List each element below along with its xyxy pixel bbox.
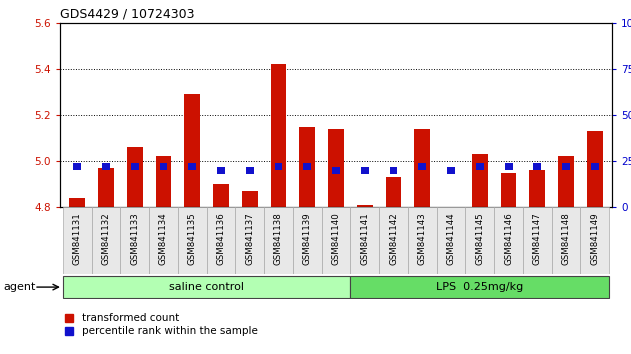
Bar [494, 207, 523, 274]
Bar [529, 170, 545, 207]
Bar [558, 156, 574, 207]
Bar [217, 167, 225, 174]
Bar [299, 126, 315, 207]
Bar [322, 207, 350, 274]
Bar [418, 163, 426, 170]
Bar [379, 207, 408, 274]
Bar [264, 207, 293, 274]
Text: GSM841141: GSM841141 [360, 212, 369, 265]
Bar [389, 167, 398, 174]
Bar [415, 129, 430, 207]
Bar [127, 147, 143, 207]
Bar [533, 163, 541, 170]
Text: GSM841137: GSM841137 [245, 212, 254, 265]
Text: GSM841140: GSM841140 [331, 212, 341, 265]
Bar [188, 163, 196, 170]
Text: GSM841131: GSM841131 [73, 212, 81, 265]
Bar [304, 163, 311, 170]
Bar [121, 207, 149, 274]
Bar [361, 167, 369, 174]
Bar [73, 163, 81, 170]
Bar [350, 276, 609, 298]
Bar [102, 163, 110, 170]
Bar [206, 207, 235, 274]
Bar [408, 207, 437, 274]
Text: GSM841138: GSM841138 [274, 212, 283, 265]
Text: agent: agent [3, 282, 35, 292]
Text: GSM841134: GSM841134 [159, 212, 168, 265]
Text: GSM841142: GSM841142 [389, 212, 398, 265]
Text: GSM841133: GSM841133 [130, 212, 139, 265]
Bar [551, 207, 581, 274]
Text: GSM841145: GSM841145 [475, 212, 484, 265]
Bar [505, 163, 512, 170]
Bar [350, 207, 379, 274]
Bar [466, 207, 494, 274]
Bar [591, 163, 599, 170]
Bar [472, 154, 488, 207]
Bar [500, 172, 516, 207]
Text: GSM841144: GSM841144 [447, 212, 456, 265]
Bar [447, 167, 455, 174]
Bar [293, 207, 322, 274]
Text: GSM841135: GSM841135 [188, 212, 197, 265]
Bar [437, 207, 466, 274]
Bar [156, 156, 172, 207]
Bar [357, 205, 373, 207]
Bar [328, 129, 344, 207]
Bar [587, 131, 603, 207]
Bar [271, 64, 286, 207]
Bar [91, 207, 121, 274]
Bar [274, 163, 283, 170]
Bar [131, 163, 139, 170]
Bar [242, 191, 257, 207]
Bar [562, 163, 570, 170]
Bar [332, 167, 340, 174]
Text: GSM841147: GSM841147 [533, 212, 542, 265]
Bar [178, 207, 206, 274]
Text: saline control: saline control [169, 282, 244, 292]
Bar [235, 207, 264, 274]
Bar [386, 177, 401, 207]
Text: GSM841136: GSM841136 [216, 212, 225, 265]
Text: LPS  0.25mg/kg: LPS 0.25mg/kg [436, 282, 524, 292]
Bar [246, 167, 254, 174]
Bar [476, 163, 484, 170]
Text: GSM841139: GSM841139 [303, 212, 312, 265]
Text: GSM841132: GSM841132 [102, 212, 110, 265]
Bar [523, 207, 551, 274]
Text: GSM841149: GSM841149 [591, 212, 599, 265]
Bar [69, 198, 85, 207]
Text: GSM841146: GSM841146 [504, 212, 513, 265]
Bar [149, 207, 178, 274]
Bar [63, 207, 91, 274]
Bar [160, 163, 167, 170]
Bar [213, 184, 229, 207]
Bar [581, 207, 609, 274]
Text: GDS4429 / 10724303: GDS4429 / 10724303 [60, 7, 194, 21]
Text: GSM841148: GSM841148 [562, 212, 570, 265]
Bar [63, 276, 350, 298]
Text: GSM841143: GSM841143 [418, 212, 427, 265]
Bar [98, 168, 114, 207]
Legend: transformed count, percentile rank within the sample: transformed count, percentile rank withi… [65, 313, 257, 336]
Bar [184, 94, 200, 207]
